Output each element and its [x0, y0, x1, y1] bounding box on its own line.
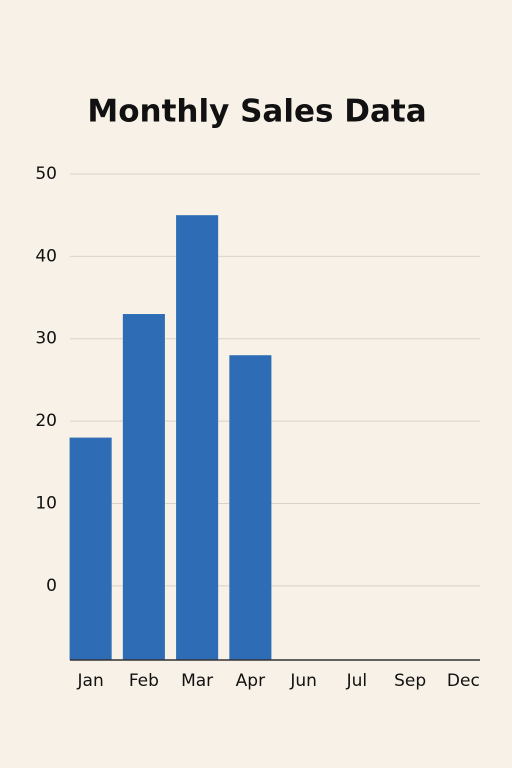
chart-title: Monthly Sales Data — [87, 94, 426, 130]
y-tick-label: 50 — [35, 164, 57, 184]
x-tick-label: Jun — [289, 671, 317, 691]
y-tick-label: 0 — [46, 576, 57, 596]
y-tick-label: 20 — [35, 411, 57, 431]
y-tick-label: 40 — [35, 246, 57, 266]
bar — [176, 215, 219, 660]
bar — [122, 314, 165, 660]
x-tick-label: Dec — [447, 671, 480, 691]
bar — [229, 355, 272, 660]
y-tick-label: 10 — [35, 493, 57, 513]
x-tick-label: Jul — [346, 671, 368, 691]
x-tick-label: Mar — [181, 671, 213, 691]
x-tick-label: Apr — [236, 671, 265, 691]
x-tick-label: Sep — [394, 671, 426, 691]
bar — [69, 437, 112, 660]
x-tick-label: Jan — [77, 671, 104, 691]
y-tick-label: 30 — [35, 329, 57, 349]
x-tick-label: Feb — [129, 671, 159, 691]
